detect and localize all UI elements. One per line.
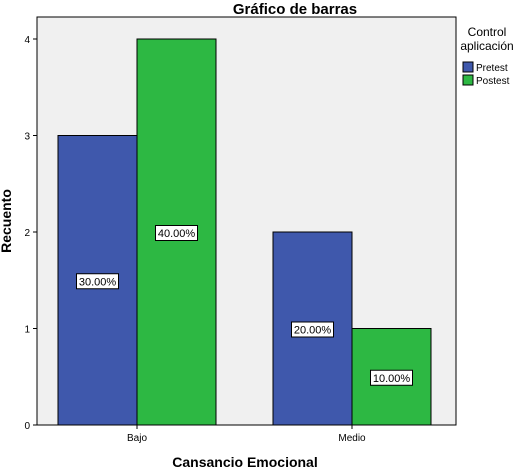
data-label: 20.00% [294, 325, 332, 337]
data-label-box [76, 273, 119, 290]
data-label: 40.00% [158, 228, 196, 240]
legend-swatch-postest [462, 74, 474, 86]
legend: Control aplicación Pretest Postest [460, 25, 513, 87]
data-label: 30.00% [79, 276, 117, 288]
chart-title: Gráfico de barras [233, 1, 357, 18]
data-label: 10.00% [373, 373, 411, 385]
x-tick-label: Medio [338, 433, 366, 444]
legend-label-postest: Postest [476, 76, 510, 87]
data-label-box [155, 225, 198, 241]
x-axis: Bajo Medio [127, 425, 366, 444]
y-tick-label: 2 [24, 228, 30, 239]
legend-swatch-pretest [462, 61, 474, 73]
y-tick-label: 3 [24, 132, 30, 143]
y-axis: 0 1 2 3 4 [24, 35, 37, 432]
x-tick-label: Bajo [127, 433, 147, 444]
legend-items: Pretest Postest [462, 61, 510, 87]
data-label-box [291, 321, 334, 338]
y-tick-label: 1 [24, 325, 30, 336]
legend-title-line-1: Control [468, 25, 507, 39]
x-axis-label: Cansancio Emocional [172, 454, 317, 468]
legend-label-pretest: Pretest [476, 63, 508, 74]
data-labels-layer: 30.00% 40.00% 20.00% 10.00% [76, 225, 413, 386]
data-label-box [370, 369, 413, 386]
y-tick-label: 0 [24, 421, 30, 432]
legend-title-line-2: aplicación [460, 39, 513, 53]
y-tick-label: 4 [24, 35, 30, 46]
y-axis-label: Recuento [0, 189, 14, 253]
